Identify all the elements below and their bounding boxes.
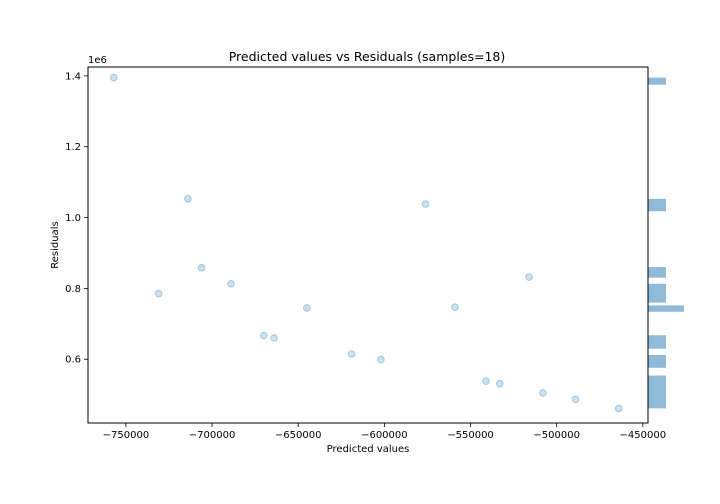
y-axis-label: Residuals	[50, 221, 61, 268]
scatter-point-11	[421, 200, 430, 208]
scatter-point-13	[482, 377, 490, 386]
y-axis-ticks: 0.6 0.8 1.0 1.2 1.4	[65, 71, 88, 366]
scatter-point-16	[539, 389, 547, 397]
scatter-point-17	[571, 395, 580, 404]
scatter-point-8	[303, 304, 311, 312]
histogram-bar-1	[648, 375, 666, 409]
scatter-point-15	[525, 273, 533, 281]
histogram-bar-7	[648, 198, 666, 212]
scatter-point-2	[154, 289, 163, 298]
y-tick-label: 0.6	[65, 355, 81, 366]
x-tick-label: −700000	[189, 430, 236, 441]
plot-area	[87, 66, 649, 424]
x-tick-label: −600000	[361, 430, 408, 441]
histogram-bar-3	[648, 335, 666, 349]
histogram-bar-8	[648, 77, 666, 85]
x-tick-label: −650000	[275, 430, 322, 441]
scatter-point-4	[197, 264, 206, 272]
x-tick-label: −750000	[103, 430, 150, 441]
x-axis-ticks: −750000 −700000 −650000 −600000 −550000 −5000…	[103, 423, 666, 441]
y-tick-label: 1.4	[65, 71, 81, 82]
scatter-point-12	[451, 303, 459, 312]
scatter-point-1	[110, 73, 118, 82]
x-axis-label: Predicted values	[327, 444, 410, 455]
x-tick-label: −450000	[620, 430, 667, 441]
histogram-bar-5	[648, 283, 666, 303]
scatter-point-5	[227, 280, 235, 288]
histogram-bar-6	[648, 267, 666, 278]
residual-histogram	[648, 77, 684, 409]
y-tick-label: 1.0	[65, 213, 81, 224]
y-offset-label: 1e6	[88, 55, 107, 66]
y-tick-label: 1.2	[65, 142, 81, 153]
scatter-point-18	[614, 404, 623, 413]
x-tick-label: −550000	[447, 430, 494, 441]
scatter-point-10	[377, 355, 385, 364]
x-tick-label: −500000	[533, 430, 580, 441]
scatter-points	[110, 73, 623, 413]
y-tick-label: 0.8	[65, 284, 81, 295]
scatter-point-9	[347, 350, 356, 358]
scatter-point-7	[270, 334, 278, 342]
scatter-point-3	[184, 195, 192, 203]
chart-title: Predicted values vs Residuals (samples=1…	[229, 49, 506, 64]
histogram-bar-4	[648, 305, 684, 312]
scatter-point-14	[496, 379, 504, 388]
scatter-point-6	[260, 331, 268, 340]
histogram-bar-2	[648, 355, 666, 368]
